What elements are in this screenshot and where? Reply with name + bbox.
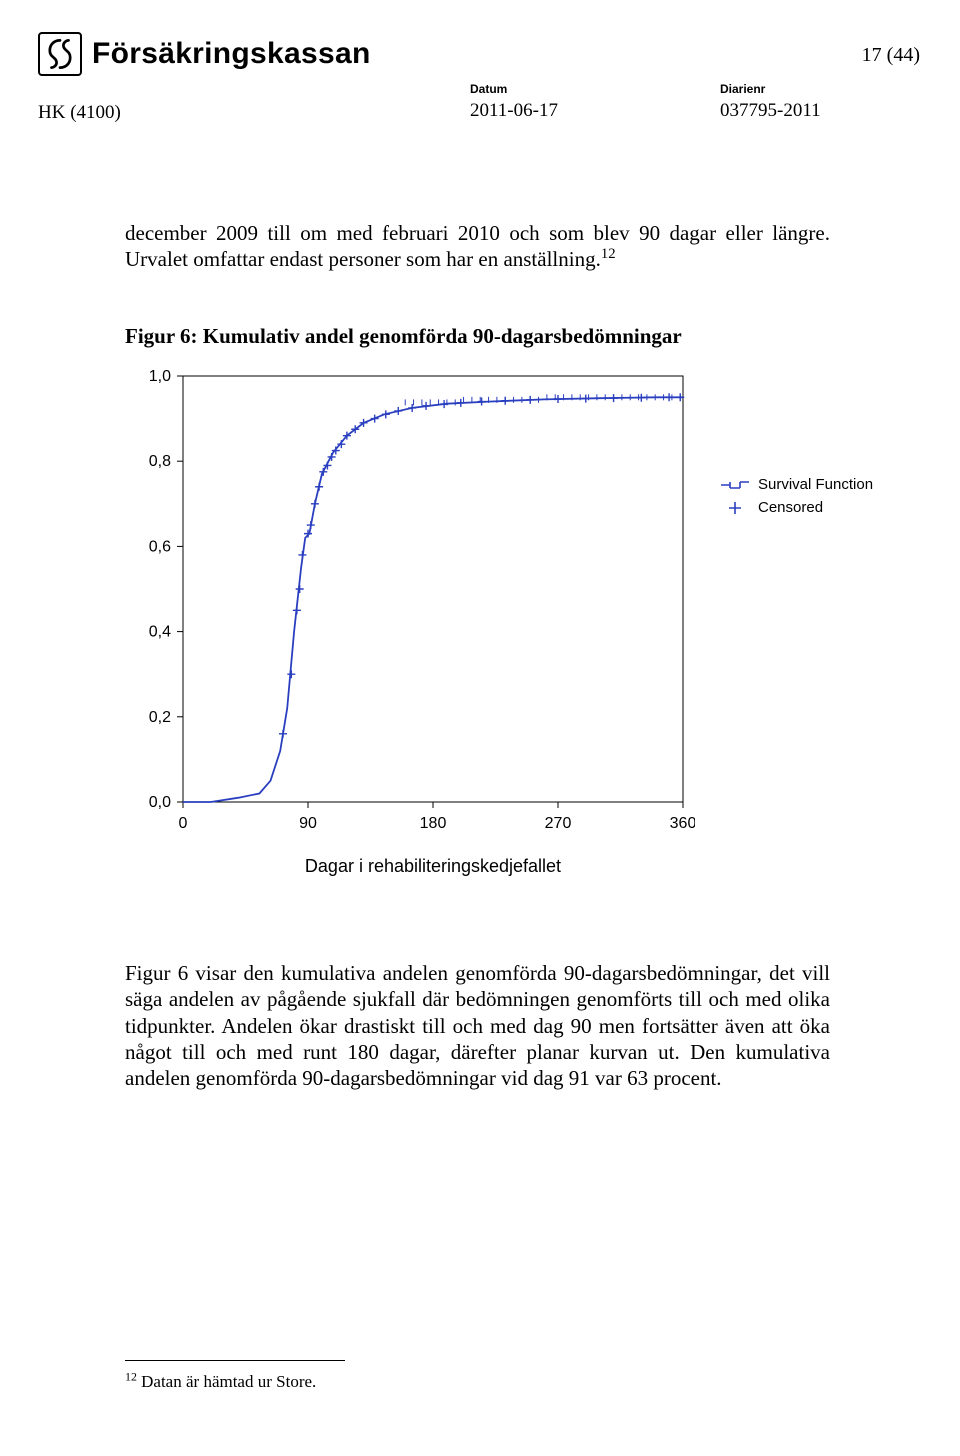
- figure-6-title: Figur 6: Kumulativ andel genomförda 90-d…: [125, 324, 682, 349]
- legend-censored-label: Censored: [758, 497, 823, 518]
- hk-code: HK (4100): [38, 102, 121, 124]
- svg-text:Dagar i rehabiliteringskedjefa: Dagar i rehabiliteringskedjefallet: [305, 856, 561, 876]
- svg-text:0,0: 0,0: [149, 794, 171, 811]
- svg-text:0: 0: [179, 815, 188, 832]
- legend-survival-swatch-icon: [720, 478, 750, 492]
- svg-text:0,6: 0,6: [149, 538, 171, 555]
- svg-text:270: 270: [545, 815, 572, 832]
- survival-chart-svg: 0,0 0,2 0,4 0,6 0,8 1,0 0 90 180 270 360 Dagar i re…: [125, 364, 695, 884]
- datum-block: Datum 2011-06-17: [470, 82, 558, 122]
- chart-legend: Survival Function Censored: [720, 474, 873, 520]
- legend-survival: Survival Function: [720, 474, 873, 495]
- svg-text:1,0: 1,0: [149, 368, 171, 385]
- page-number: 17 (44): [862, 44, 920, 67]
- svg-text:90: 90: [299, 815, 317, 832]
- footnote-12-sup: 12: [125, 1369, 137, 1383]
- brand-name: Försäkringskassan: [92, 37, 371, 71]
- brand-logo-wrap: Försäkringskassan: [38, 32, 371, 76]
- diarienr-block: Diarienr 037795-2011: [720, 82, 821, 122]
- diarienr-label: Diarienr: [720, 82, 821, 96]
- datum-value: 2011-06-17: [470, 100, 558, 122]
- svg-text:0,4: 0,4: [149, 624, 171, 641]
- paragraph-intro: december 2009 till om med februari 2010 …: [125, 220, 830, 273]
- footnote-12: 12 Datan är hämtad ur Store.: [125, 1372, 316, 1392]
- document-page: Försäkringskassan 17 (44) HK (4100) Datu…: [0, 0, 960, 1456]
- svg-text:0,8: 0,8: [149, 453, 171, 470]
- footnote-12-text: Datan är hämtad ur Store.: [137, 1372, 316, 1391]
- legend-survival-label: Survival Function: [758, 474, 873, 495]
- legend-censored: Censored: [720, 497, 873, 518]
- brand-logo-icon: [38, 32, 82, 76]
- legend-censored-swatch-icon: [720, 501, 750, 515]
- paragraph-discussion: Figur 6 visar den kumulativa andelen gen…: [125, 960, 830, 1091]
- svg-text:360: 360: [670, 815, 695, 832]
- datum-label: Datum: [470, 82, 558, 96]
- svg-text:180: 180: [420, 815, 447, 832]
- svg-text:0,2: 0,2: [149, 709, 171, 726]
- footnote-ref-12: 12: [601, 246, 616, 262]
- paragraph-intro-text: december 2009 till om med februari 2010 …: [125, 221, 830, 271]
- diarienr-value: 037795-2011: [720, 100, 821, 122]
- footnote-rule: [125, 1360, 345, 1361]
- figure-6-chart: 0,0 0,2 0,4 0,6 0,8 1,0 0 90 180 270 360 Dagar i re…: [125, 364, 695, 884]
- page-header: Försäkringskassan 17 (44) HK (4100) Datu…: [0, 30, 960, 120]
